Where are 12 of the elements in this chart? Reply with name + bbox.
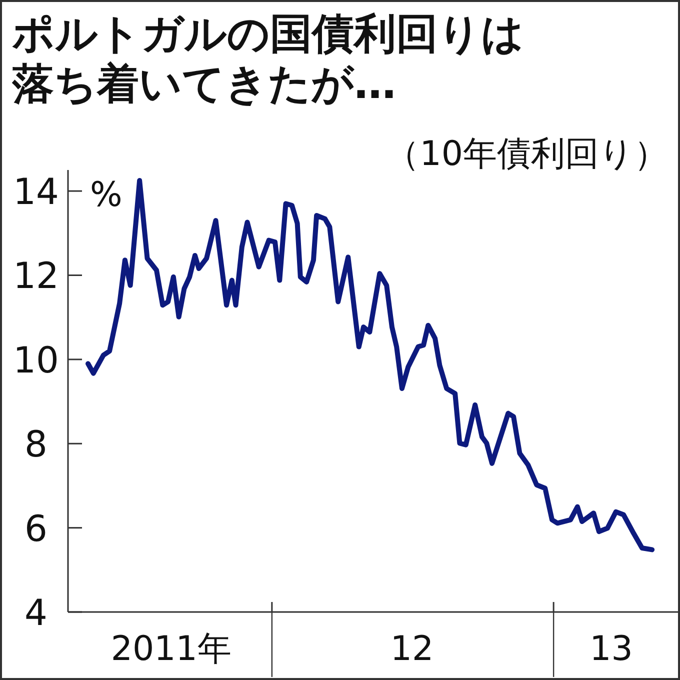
y-tick-label: 10 bbox=[13, 340, 59, 382]
y-tick-label: 4 bbox=[24, 593, 48, 634]
x-tick-label: 12 bbox=[390, 629, 434, 669]
y-tick-label: 14 bbox=[13, 172, 59, 214]
x-tick-label: 2011年 bbox=[110, 629, 232, 669]
y-tick-label: 6 bbox=[24, 508, 48, 550]
y-tick-label: 8 bbox=[24, 424, 48, 466]
chart-title: ポルトガルの国債利回りは落ち着いてきたが… bbox=[11, 9, 524, 108]
y-axis-title: % bbox=[90, 175, 122, 215]
y-tick-label: 12 bbox=[13, 256, 59, 298]
x-tick-label: 13 bbox=[590, 629, 633, 669]
chart-subtitle: （10年債利回り） bbox=[386, 134, 668, 174]
